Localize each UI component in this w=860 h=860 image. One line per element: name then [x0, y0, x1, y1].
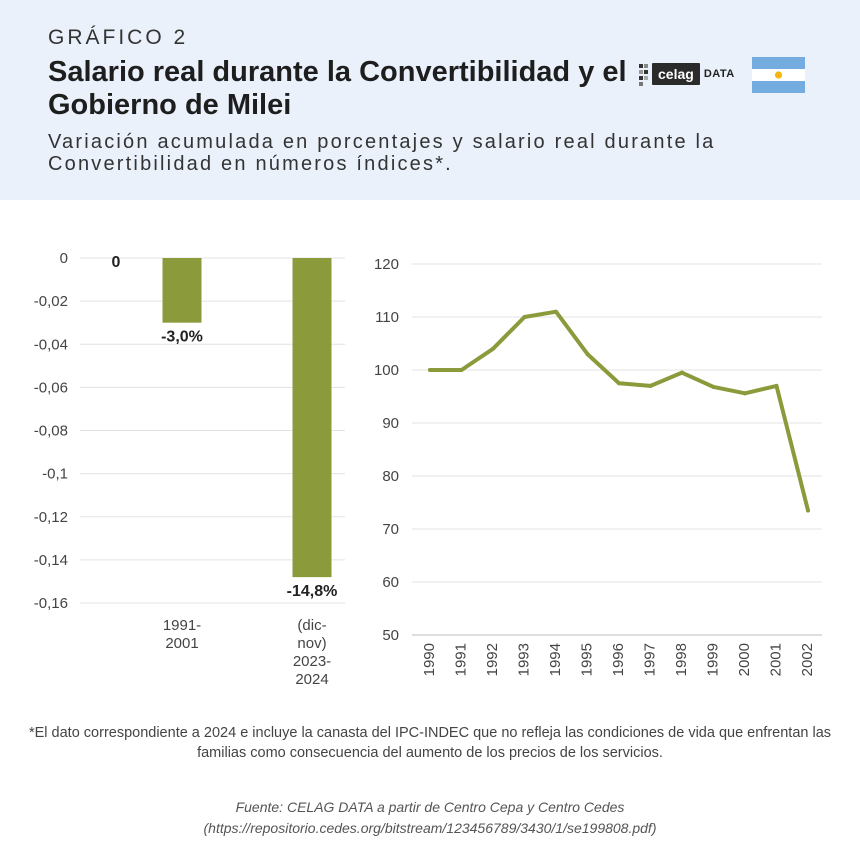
source-line-1: Fuente: CELAG DATA a partir de Centro Ce… [235, 799, 625, 815]
line-x-tick-label: 1996 [610, 643, 627, 676]
line-x-tick-label: 2001 [767, 643, 784, 676]
bar-y-tick-label: -0,1 [42, 466, 68, 483]
line-x-tick-label: 1994 [547, 643, 564, 676]
series-line [428, 309, 810, 513]
line-x-tick-label: 2002 [799, 643, 816, 676]
page-title: Salario real durante la Convertibilidad … [48, 56, 627, 121]
bar [162, 258, 202, 323]
data-point [522, 315, 527, 319]
data-point [617, 381, 621, 386]
bar-y-tick-label: -0,04 [34, 336, 68, 353]
bar-y-tick-label: 0 [60, 250, 68, 267]
line-y-tick-label: 50 [382, 627, 399, 644]
line-x-tick-label: 1992 [484, 643, 501, 676]
data-point [491, 346, 495, 351]
header-banner: GRÁFICO 2 Salario real durante la Conver… [0, 0, 860, 200]
bar-y-tick-label: -0,14 [34, 552, 68, 569]
bar-y-tick-label: -0,06 [34, 379, 68, 396]
data-point [459, 368, 464, 372]
logo-suffix: DATA [703, 68, 735, 80]
line-y-tick-label: 100 [374, 362, 399, 379]
bar-y-tick-label: -0,12 [34, 509, 68, 526]
line-x-tick-label: 1993 [515, 643, 532, 676]
line-x-tick-label: 1999 [704, 643, 721, 676]
line-x-tick-label: 1991 [452, 643, 469, 676]
bar-category-label: (dic-nov) 2023-2024 [293, 617, 331, 688]
argentina-flag-icon [752, 57, 805, 93]
line-x-tick-label: 1995 [578, 643, 595, 676]
data-point [774, 383, 779, 388]
baseline-data-label: 0 [112, 254, 121, 271]
line-y-tick-label: 60 [382, 574, 399, 591]
line-chart: 120 110 100 90 80 70 60 50 1990 1991 1992 1993 1994 1… [374, 256, 822, 676]
data-point [428, 368, 432, 372]
line-y-tick-label: 80 [382, 468, 399, 485]
bar-y-tick-label: -0,16 [34, 595, 68, 612]
line-y-tick-label: 70 [382, 521, 399, 538]
bar-data-label: -3,0% [161, 329, 203, 346]
line-y-tick-label: 120 [374, 256, 399, 273]
footnote: *El dato correspondiente a 2024 e incluy… [28, 725, 832, 761]
line-x-tick-label: 1990 [421, 643, 438, 676]
bar-y-tick-label: -0,02 [34, 293, 68, 310]
data-point [585, 352, 590, 357]
logo-text: celag [652, 63, 700, 85]
logo-pixel-icon [638, 62, 652, 86]
bar-y-tick-label: -0,08 [34, 423, 68, 440]
celag-logo: celag DATA [638, 62, 735, 86]
page-subtitle: Variación acumulada en porcentajes y sal… [48, 131, 716, 175]
bar [292, 258, 332, 578]
line-y-tick-label: 90 [382, 415, 399, 432]
line-y-tick-label: 110 [375, 309, 399, 326]
bar-chart: 0 -0,02 -0,04 -0,06 -0,08 -0,1 -0,12 -0,14 -0,16… [34, 250, 345, 688]
source-link[interactable]: (https://repositorio.cedes.org/bitstream… [203, 820, 657, 836]
data-point [680, 370, 684, 375]
data-point [711, 384, 716, 389]
data-point [743, 391, 747, 396]
line-x-tick-label: 1998 [673, 643, 690, 676]
source-note: Fuente: CELAG DATA a partir de Centro Ce… [20, 797, 840, 839]
chart-number: GRÁFICO 2 [48, 26, 189, 49]
data-point [806, 508, 810, 513]
line-x-tick-label: 2000 [736, 643, 753, 676]
bar-data-label: -14,8% [287, 583, 338, 600]
data-point [554, 309, 558, 314]
bar-category-label: 1991-2001 [163, 617, 201, 652]
data-point [648, 383, 653, 388]
line-x-tick-label: 1997 [641, 643, 658, 676]
